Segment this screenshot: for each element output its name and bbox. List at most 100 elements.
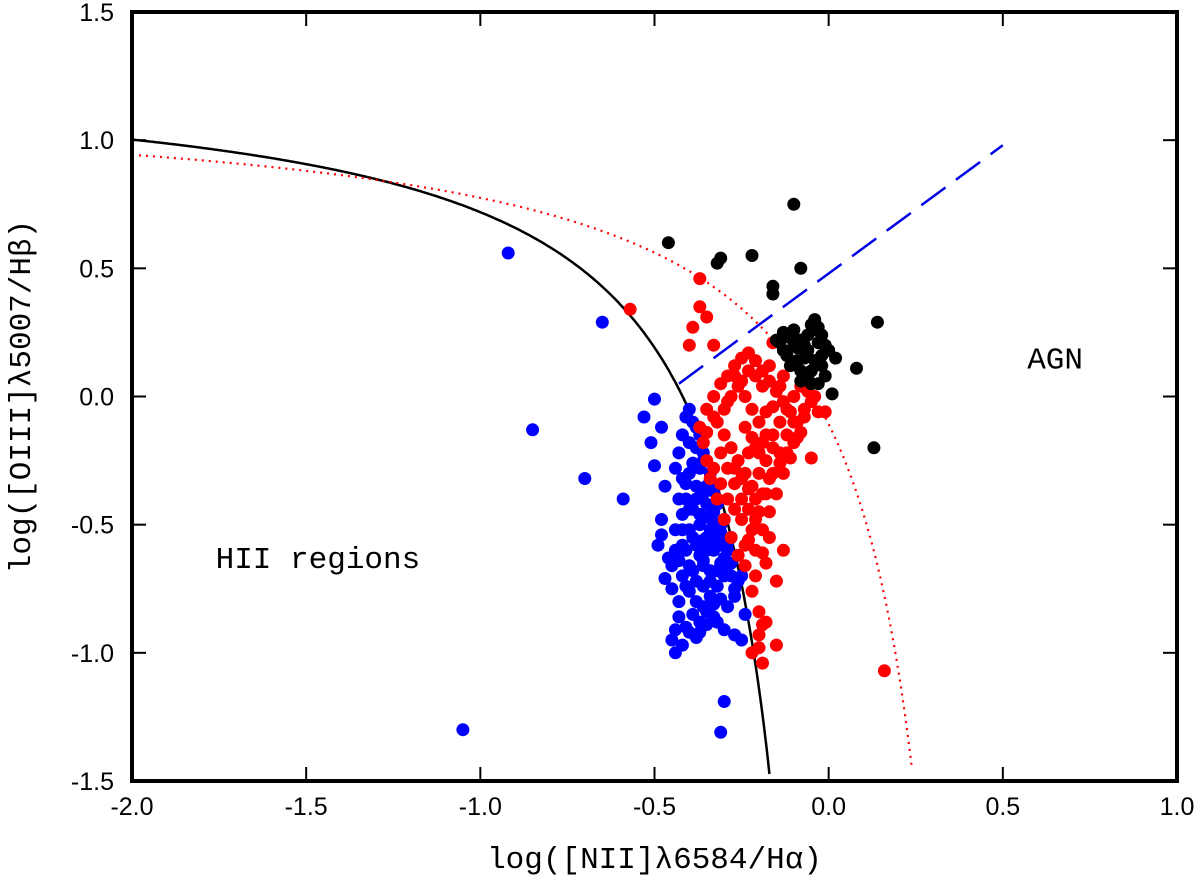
data-point (682, 338, 696, 352)
data-point (867, 441, 881, 455)
data-point (766, 287, 780, 301)
data-point (756, 436, 769, 450)
y-axis-title: log([OIII]λ5007/Hβ) (5, 220, 40, 573)
data-point (794, 261, 808, 275)
x-tick-label: -1.5 (285, 793, 328, 821)
data-point (742, 482, 755, 496)
data-point (714, 538, 728, 552)
points-layer (456, 197, 891, 739)
data-point (829, 351, 843, 365)
data-point (616, 492, 630, 506)
data-point (665, 559, 679, 573)
data-point (714, 446, 728, 460)
data-point (728, 502, 742, 516)
data-point (766, 428, 780, 442)
data-point (696, 559, 710, 573)
data-point (724, 441, 738, 455)
data-point (689, 492, 703, 506)
data-point (689, 595, 703, 609)
data-point (877, 664, 891, 678)
data-point (703, 472, 717, 485)
data-point (850, 361, 863, 375)
x-tick-label: 0.0 (811, 793, 846, 821)
data-point (773, 456, 787, 470)
data-point (776, 369, 790, 383)
data-point (675, 638, 689, 652)
data-point (637, 410, 651, 424)
data-point (668, 461, 682, 475)
data-point (665, 633, 679, 647)
data-point (655, 420, 668, 434)
data-point (648, 459, 661, 473)
data-point (717, 695, 731, 708)
data-point (679, 477, 693, 491)
data-point (742, 533, 755, 547)
data-point (783, 451, 797, 465)
data-point (710, 615, 724, 629)
data-point (783, 359, 797, 373)
data-point (808, 323, 822, 337)
data-point (738, 390, 752, 403)
data-point (721, 492, 735, 506)
dashed-curve (678, 144, 1004, 385)
data-point (745, 646, 759, 660)
data-point (696, 533, 710, 547)
data-point (668, 543, 682, 557)
data-point (804, 395, 818, 409)
dotted-curve (131, 153, 913, 768)
data-point (693, 615, 707, 629)
curves-layer (131, 138, 1004, 775)
data-point (773, 379, 787, 393)
data-point (769, 487, 783, 501)
data-point (679, 410, 693, 424)
x-tick-label: -1.0 (459, 793, 502, 821)
data-point (776, 343, 790, 357)
data-point (742, 502, 755, 516)
data-point (526, 423, 540, 437)
data-point (745, 584, 759, 598)
data-point (742, 364, 755, 378)
data-point (752, 415, 766, 429)
y-tick-label: 1.0 (79, 127, 114, 155)
data-point (682, 502, 696, 516)
data-point (724, 531, 738, 544)
data-point (756, 379, 769, 393)
data-point (658, 572, 672, 585)
data-point (787, 197, 801, 211)
data-point (745, 402, 759, 416)
data-point (721, 395, 735, 409)
data-point (776, 543, 790, 557)
data-point (703, 523, 717, 537)
data-point (714, 251, 728, 265)
data-point (762, 359, 776, 373)
data-point (780, 402, 794, 416)
data-point (738, 559, 752, 573)
data-point (752, 605, 766, 619)
data-point (762, 531, 776, 544)
data-point (787, 390, 801, 403)
x-tick-label: -2.0 (110, 793, 153, 821)
data-point (769, 638, 783, 652)
data-point (655, 528, 668, 542)
data-point (759, 556, 773, 570)
data-point (769, 333, 783, 347)
data-point (797, 338, 811, 352)
data-point (655, 513, 668, 526)
y-tick-label: 1.5 (79, 0, 114, 27)
data-point (717, 513, 731, 526)
data-point (794, 374, 808, 388)
data-point (756, 656, 769, 670)
data-point (668, 623, 682, 637)
data-point (714, 725, 728, 739)
data-point (648, 392, 661, 406)
data-point (745, 249, 759, 262)
annotation-label: AGN (1027, 343, 1083, 378)
data-point (672, 610, 686, 624)
x-tick-label: 1.0 (1160, 793, 1195, 821)
data-point (825, 387, 839, 401)
data-point (682, 436, 696, 450)
data-point (815, 349, 829, 362)
data-point (752, 446, 766, 460)
data-point (710, 492, 724, 506)
